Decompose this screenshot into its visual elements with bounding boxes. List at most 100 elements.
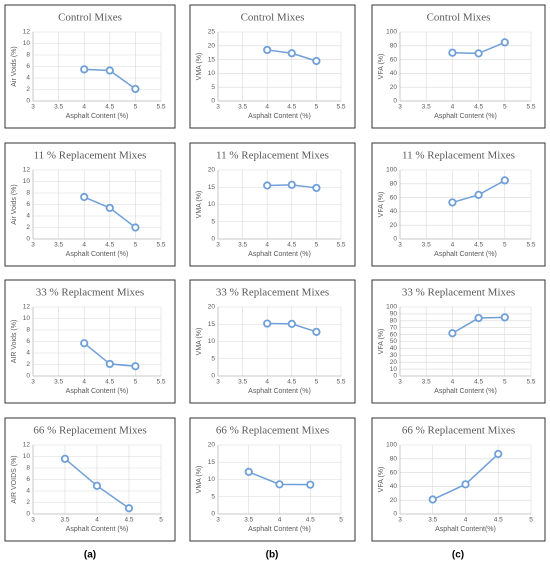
- y-tick-label: 6: [26, 201, 30, 208]
- y-tick-label: 0: [26, 236, 30, 243]
- y-tick-label: 40: [390, 483, 398, 490]
- data-point: [500, 38, 509, 47]
- x-tick-label: 4.5: [306, 517, 315, 524]
- x-tick-label: 5: [134, 104, 138, 111]
- y-tick-label: 70: [390, 324, 398, 331]
- y-tick-label: 10: [23, 453, 31, 460]
- y-tick-label: 2: [26, 224, 30, 231]
- y-tick-label: 8: [26, 327, 30, 334]
- x-tick-label: 3.5: [428, 517, 437, 524]
- chart-title: 33 % Replacment Mixes: [36, 287, 144, 299]
- data-point: [474, 313, 483, 323]
- y-tick-label: 40: [390, 345, 398, 352]
- chart-title: 11 % Replacement Mixes: [34, 150, 147, 162]
- data-point: [312, 183, 321, 193]
- panel-label: (b): [266, 550, 279, 561]
- y-tick-label: 15: [208, 56, 216, 63]
- x-tick-label: 5: [503, 104, 507, 111]
- y-tick-label: 8: [26, 52, 30, 59]
- x-tick-label: 3.5: [54, 379, 63, 386]
- y-tick-label: 10: [208, 476, 216, 483]
- chart-title: 66 % Replacement Mixes: [216, 425, 329, 437]
- y-tick-label: 90: [390, 311, 398, 318]
- x-axis-label: Asphalt Content (%): [66, 113, 129, 120]
- y-tick-label: 100: [386, 304, 397, 311]
- y-tick-label: 0: [26, 98, 30, 105]
- data-point: [474, 49, 483, 58]
- x-tick-label: 3: [31, 104, 35, 111]
- y-tick-label: 6: [26, 476, 30, 483]
- y-tick-label: 30: [390, 352, 398, 359]
- data-point: [105, 66, 114, 75]
- panel-frame: [371, 142, 546, 267]
- y-tick-label: 4: [26, 488, 30, 495]
- y-axis-label: Air Voids (%): [11, 184, 18, 224]
- x-tick-label: 4.5: [105, 104, 114, 111]
- y-tick-label: 15: [208, 459, 216, 466]
- x-tick-label: 5.5: [156, 242, 165, 249]
- y-tick-label: 2: [26, 86, 30, 93]
- x-tick-label: 5: [503, 379, 507, 386]
- x-tick-label: 3.5: [238, 242, 247, 249]
- y-tick-label: 20: [390, 359, 398, 366]
- x-tick-label: 3.5: [244, 517, 253, 524]
- x-tick-label: 5: [339, 517, 343, 524]
- y-tick-label: 15: [208, 184, 216, 191]
- data-point: [287, 49, 296, 58]
- y-tick-label: 100: [386, 167, 397, 174]
- y-axis-label: VFA (%): [378, 329, 385, 355]
- x-tick-label: 3.5: [238, 104, 247, 111]
- y-axis-label: VFA (%): [378, 467, 385, 493]
- x-tick-label: 4: [82, 104, 86, 111]
- x-axis-label: Asphalt Content (%): [248, 113, 311, 120]
- panel-label: (c): [452, 550, 464, 561]
- y-tick-label: 0: [211, 98, 215, 105]
- y-tick-label: 0: [211, 373, 215, 380]
- y-tick-label: 4: [26, 75, 30, 82]
- y-tick-label: 80: [390, 43, 398, 50]
- x-axis-label: Asphalt Content (%): [66, 526, 129, 533]
- y-tick-label: 60: [390, 469, 398, 476]
- y-tick-label: 0: [393, 511, 397, 518]
- y-tick-label: 4: [26, 213, 30, 220]
- x-tick-label: 4: [265, 379, 269, 386]
- data-point: [500, 176, 509, 185]
- x-tick-label: 5.5: [156, 104, 165, 111]
- chart-title: Control Mixes: [241, 12, 305, 24]
- data-point: [244, 467, 253, 477]
- x-tick-label: 3.5: [422, 379, 431, 386]
- data-point: [124, 504, 134, 513]
- x-axis-label: Asphalt Content (%): [66, 388, 129, 395]
- x-tick-label: 4: [464, 517, 468, 524]
- y-tick-label: 60: [390, 194, 398, 201]
- y-axis-label: VFA (%): [378, 54, 385, 80]
- x-tick-label: 4.5: [105, 379, 114, 386]
- x-tick-label: 4.5: [474, 104, 483, 111]
- y-tick-label: 10: [208, 338, 216, 345]
- x-tick-label: 3.5: [422, 242, 431, 249]
- x-tick-label: 3: [398, 517, 402, 524]
- data-point: [80, 192, 89, 202]
- x-axis-label: Asphalt Content (%): [434, 251, 497, 258]
- data-point: [80, 339, 89, 348]
- y-tick-label: 20: [208, 304, 216, 311]
- y-tick-label: 20: [208, 167, 216, 174]
- y-axis-label: AIR VOIDS (%): [11, 455, 18, 503]
- y-tick-label: 80: [390, 181, 398, 188]
- y-tick-label: 0: [26, 511, 30, 518]
- data-point: [263, 319, 272, 328]
- x-tick-label: 5.5: [156, 379, 165, 386]
- y-axis-label: VMA (%): [196, 328, 203, 356]
- data-point: [92, 481, 102, 490]
- y-tick-label: 20: [208, 43, 216, 50]
- panel-frame: [371, 417, 546, 542]
- y-tick-label: 5: [211, 84, 215, 91]
- data-point: [448, 198, 457, 207]
- x-tick-label: 3: [31, 517, 35, 524]
- x-tick-label: 5: [315, 242, 319, 249]
- chart-title: 66 % Replacement Mixes: [402, 425, 515, 437]
- y-axis-label: VFA (%): [378, 192, 385, 218]
- y-tick-label: 0: [211, 511, 215, 518]
- y-tick-label: 60: [390, 56, 398, 63]
